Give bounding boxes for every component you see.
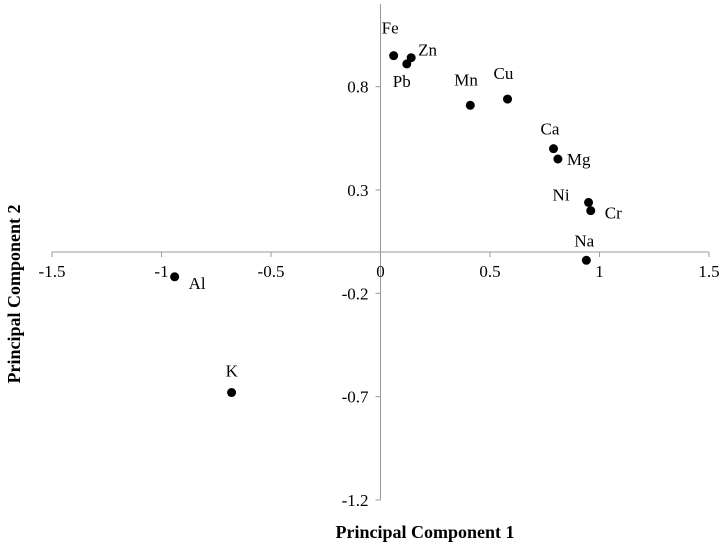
data-point-pb [402,59,412,69]
data-points [170,51,596,398]
y-axis-title: Principal Component 2 [4,204,24,383]
x-axis-title: Principal Component 1 [335,522,514,542]
data-point-cu [503,94,513,104]
data-point-ni [584,197,594,207]
point-label-na: Na [574,231,594,250]
x-tick-label: 0 [376,262,385,281]
point-label-mg: Mg [567,150,591,169]
y-tick-label: -0.7 [342,388,369,407]
y-tick-label: -0.2 [342,284,369,303]
point-label-zn: Zn [418,41,437,60]
data-point-mn [465,100,475,110]
point-label-ni: Ni [553,185,570,204]
x-tick-label: 1 [595,262,604,281]
x-tick-label: 0.5 [479,262,500,281]
point-label-fe: Fe [382,19,399,38]
point-label-mn: Mn [454,70,478,89]
data-point-cr [586,206,596,216]
point-labels: Fe Zn Pb Mn Cu Ca Mg Ni Cr Na Al K [189,19,622,381]
x-tick-label: -1 [154,262,168,281]
data-point-fe [389,51,399,61]
axes [51,4,710,501]
tick-labels: -1.5 -1 -0.5 0 0.5 1 1.5 -1.2 -0.7 -0.2 0.3 0.8 [39,78,720,510]
data-point-k [227,388,237,398]
data-point-mg [553,154,563,164]
point-label-ca: Ca [541,120,560,139]
data-point-na [581,255,591,265]
point-label-cu: Cu [494,64,514,83]
point-label-k: K [226,362,239,381]
point-label-cr: Cr [605,204,622,223]
data-point-ca [549,144,559,154]
y-tick-label: -1.2 [342,491,369,510]
y-tick-label: 0.8 [347,78,368,97]
point-label-al: Al [189,274,206,293]
x-tick-label: -0.5 [258,262,285,281]
x-tick-label: -1.5 [39,262,66,281]
point-label-pb: Pb [393,72,411,91]
data-point-al [170,272,180,282]
x-tick-label: 1.5 [698,262,719,281]
y-tick-label: 0.3 [347,181,368,200]
